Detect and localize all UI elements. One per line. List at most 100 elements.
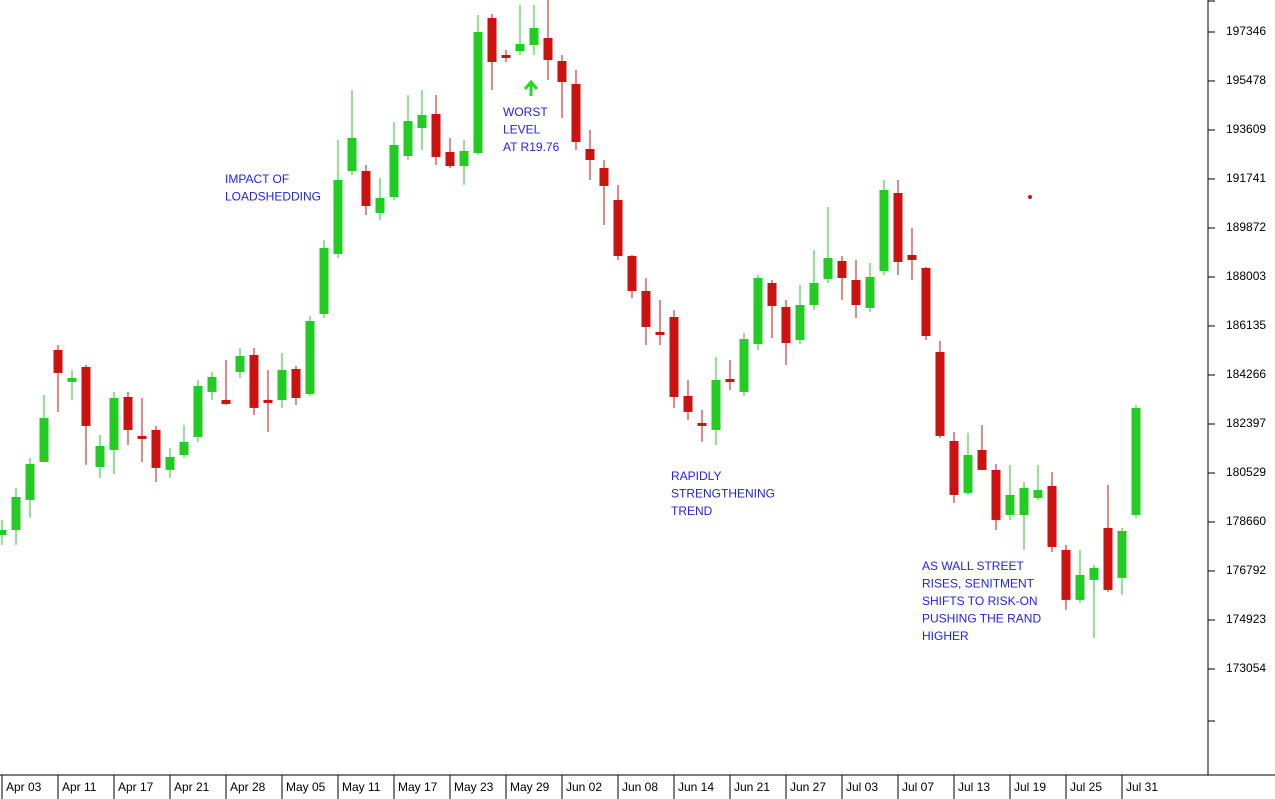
candle-body bbox=[669, 316, 679, 397]
y-tick-label: 180529 bbox=[1226, 465, 1266, 479]
candle-body bbox=[39, 417, 49, 462]
candle-body bbox=[767, 282, 777, 306]
candle-body bbox=[459, 150, 469, 166]
annotation: WORST bbox=[503, 105, 548, 119]
x-tick-label: Jun 27 bbox=[790, 780, 826, 794]
candle-body bbox=[529, 28, 539, 45]
annotation: HIGHER bbox=[922, 629, 969, 643]
candle-body bbox=[375, 197, 385, 213]
y-tick-label: 178660 bbox=[1226, 514, 1266, 528]
candle-body bbox=[697, 422, 707, 426]
x-tick-label: Apr 21 bbox=[174, 780, 210, 794]
candle-body bbox=[641, 290, 651, 327]
y-tick-label: 186135 bbox=[1226, 318, 1266, 332]
candle-body bbox=[151, 429, 161, 468]
candle-body bbox=[123, 396, 133, 430]
candle-body bbox=[179, 441, 189, 455]
candle-body bbox=[165, 456, 175, 470]
candle-body bbox=[193, 385, 203, 437]
candle-body bbox=[431, 113, 441, 157]
x-tick-label: Apr 11 bbox=[62, 780, 97, 794]
candle-body bbox=[235, 355, 245, 372]
x-tick-label: Jul 25 bbox=[1070, 780, 1102, 794]
candle-body bbox=[1047, 485, 1057, 547]
candle-body bbox=[1117, 530, 1127, 578]
candle-body bbox=[137, 435, 147, 439]
candle-body bbox=[53, 349, 63, 373]
y-tick-label: 184266 bbox=[1226, 367, 1266, 381]
candle-body bbox=[907, 254, 917, 260]
candle-body bbox=[25, 463, 35, 500]
candle-body bbox=[865, 276, 875, 308]
y-tick-label: 173054 bbox=[1226, 661, 1266, 675]
candle-body bbox=[445, 151, 455, 166]
candle-body bbox=[949, 440, 959, 495]
candle-body bbox=[11, 496, 21, 530]
candle-body bbox=[361, 170, 371, 206]
annotation: LEVEL bbox=[503, 123, 541, 137]
annotation: RISES, SENITMENT bbox=[922, 577, 1035, 591]
x-tick-label: May 29 bbox=[510, 780, 550, 794]
candle-body bbox=[613, 199, 623, 256]
candle-body bbox=[753, 277, 763, 344]
x-tick-label: Apr 28 bbox=[230, 780, 266, 794]
y-tick-label: 189872 bbox=[1226, 220, 1266, 234]
x-tick-label: Jun 21 bbox=[734, 780, 770, 794]
x-tick-label: Jun 08 bbox=[622, 780, 658, 794]
x-tick-label: May 23 bbox=[454, 780, 494, 794]
candle-body bbox=[473, 31, 483, 153]
x-tick-label: Jul 31 bbox=[1126, 780, 1158, 794]
x-tick-label: Apr 03 bbox=[6, 780, 42, 794]
candle-body bbox=[921, 267, 931, 336]
candle-body bbox=[711, 379, 721, 430]
x-tick-label: Jun 14 bbox=[678, 780, 714, 794]
x-tick-label: Jul 13 bbox=[958, 780, 990, 794]
marker-dot bbox=[1028, 195, 1032, 199]
y-tick-label: 182397 bbox=[1226, 416, 1266, 430]
candle-body bbox=[305, 320, 315, 394]
annotation: TREND bbox=[671, 504, 713, 518]
candle-body bbox=[1131, 407, 1141, 515]
candle-body bbox=[487, 17, 497, 62]
candle-body bbox=[879, 189, 889, 271]
x-tick-label: May 17 bbox=[398, 780, 438, 794]
candle-body bbox=[347, 137, 357, 171]
annotation: RAPIDLY bbox=[671, 469, 721, 483]
candle-body bbox=[1089, 567, 1099, 580]
candle-body bbox=[571, 83, 581, 142]
candle-body bbox=[809, 282, 819, 305]
candle-body bbox=[1033, 489, 1043, 498]
candle-body bbox=[837, 260, 847, 278]
candle-body bbox=[851, 279, 861, 305]
candle-body bbox=[389, 144, 399, 197]
y-tick-label: 191741 bbox=[1226, 171, 1266, 185]
candle-body bbox=[543, 37, 553, 60]
candle-body bbox=[1019, 487, 1029, 515]
candle-body bbox=[95, 445, 105, 467]
y-tick-label: 197346 bbox=[1226, 24, 1266, 38]
candle-body bbox=[977, 449, 987, 470]
annotation: STRENGTHENING bbox=[671, 487, 775, 501]
x-tick-label: Jun 02 bbox=[566, 780, 602, 794]
candle-body bbox=[599, 167, 609, 186]
candle-body bbox=[403, 120, 413, 156]
candle-body bbox=[557, 60, 567, 82]
candle-body bbox=[655, 331, 665, 335]
candle-body bbox=[963, 454, 973, 493]
candle-body bbox=[515, 44, 525, 52]
candle-body bbox=[221, 399, 231, 404]
candle-body bbox=[277, 369, 287, 400]
candle-body bbox=[1005, 494, 1015, 515]
y-tick-label: 193609 bbox=[1226, 122, 1266, 136]
candle-body bbox=[935, 351, 945, 436]
candle-body bbox=[67, 377, 77, 382]
y-tick-label: 176792 bbox=[1226, 563, 1266, 577]
y-tick-label: 174923 bbox=[1226, 612, 1266, 626]
candle-body bbox=[249, 354, 259, 408]
candle-body bbox=[683, 395, 693, 412]
x-tick-label: May 11 bbox=[342, 780, 381, 794]
candle-body bbox=[0, 529, 7, 535]
x-tick-label: Apr 17 bbox=[118, 780, 154, 794]
annotation: SHIFTS TO RISK-ON bbox=[922, 594, 1038, 608]
